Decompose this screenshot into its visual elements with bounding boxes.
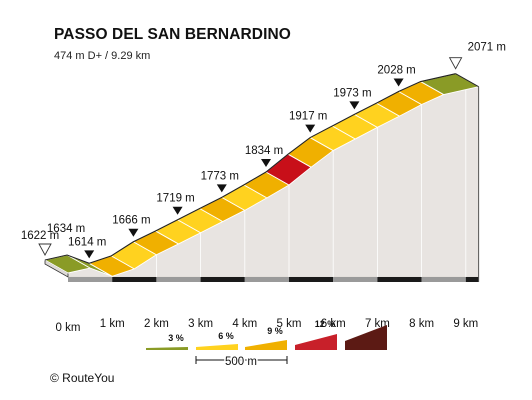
elevation-marker [393,78,404,87]
legend-swatch [345,325,387,350]
legend-label: 9 % [267,326,283,336]
elevation-label: 1666 m [112,215,150,227]
elevation-marker [128,228,139,237]
start-marker [38,243,52,256]
elevation-label: 2028 m [377,65,415,77]
elevation-label: 1773 m [201,170,239,182]
km-base-segment [377,277,422,282]
elevation-label: 1834 m [245,145,283,157]
legend-swatch [196,344,238,350]
elevation-marker [84,250,95,259]
legend-swatch [245,340,287,350]
km-base-segment [200,277,245,282]
km-tick-label: 9 km [453,318,478,330]
profile-edge [455,73,479,88]
km-base-segment [244,277,289,282]
elevation-marker [172,206,183,215]
km-tick-label: 6 km [321,318,346,330]
legend-swatch [146,347,188,350]
elevation-label: 1614 m [68,236,106,248]
elevation-label: 1634 m [47,223,85,235]
end-marker [448,57,463,70]
elevation-marker [261,159,271,168]
km-tick-label: 2 km [144,318,169,330]
km-tick-label: 0 km [56,322,81,334]
elevation-label: 1622 m [21,230,59,242]
chart-title: PASSO DEL SAN BERNARDINO [54,26,291,43]
km-base-segment [333,277,378,282]
legend-swatch [295,334,337,350]
km-base-segment [465,277,479,282]
km-base-segment [156,277,201,282]
km-tick-label: 4 km [232,318,257,330]
legend-label: 3 % [168,333,184,343]
scale-bar-label: 500 m [225,356,257,368]
elevation-marker [216,184,227,193]
km-tick-label: 3 km [188,318,213,330]
legend-label: 12 % [315,319,336,329]
profile-outline [44,73,456,264]
chart-subtitle: 474 m D+ / 9.29 km [54,50,151,62]
km-base-segment [112,277,157,282]
elevation-label: 2071 m [468,42,506,54]
km-tick-label: 8 km [409,318,434,330]
elevation-label: 1917 m [289,111,327,123]
elevation-marker [349,101,360,110]
km-tick-label: 1 km [100,318,125,330]
routeyou-credit: © RouteYou [50,371,115,385]
km-base-segment [68,277,113,282]
legend-label: 6 % [218,331,234,341]
elevation-label: 1719 m [156,193,194,205]
elevation-label: 1973 m [333,87,371,99]
km-tick-label: 5 km [277,318,302,330]
km-base-segment [421,277,466,282]
elevation-marker [305,124,316,133]
km-base-segment [289,277,334,282]
